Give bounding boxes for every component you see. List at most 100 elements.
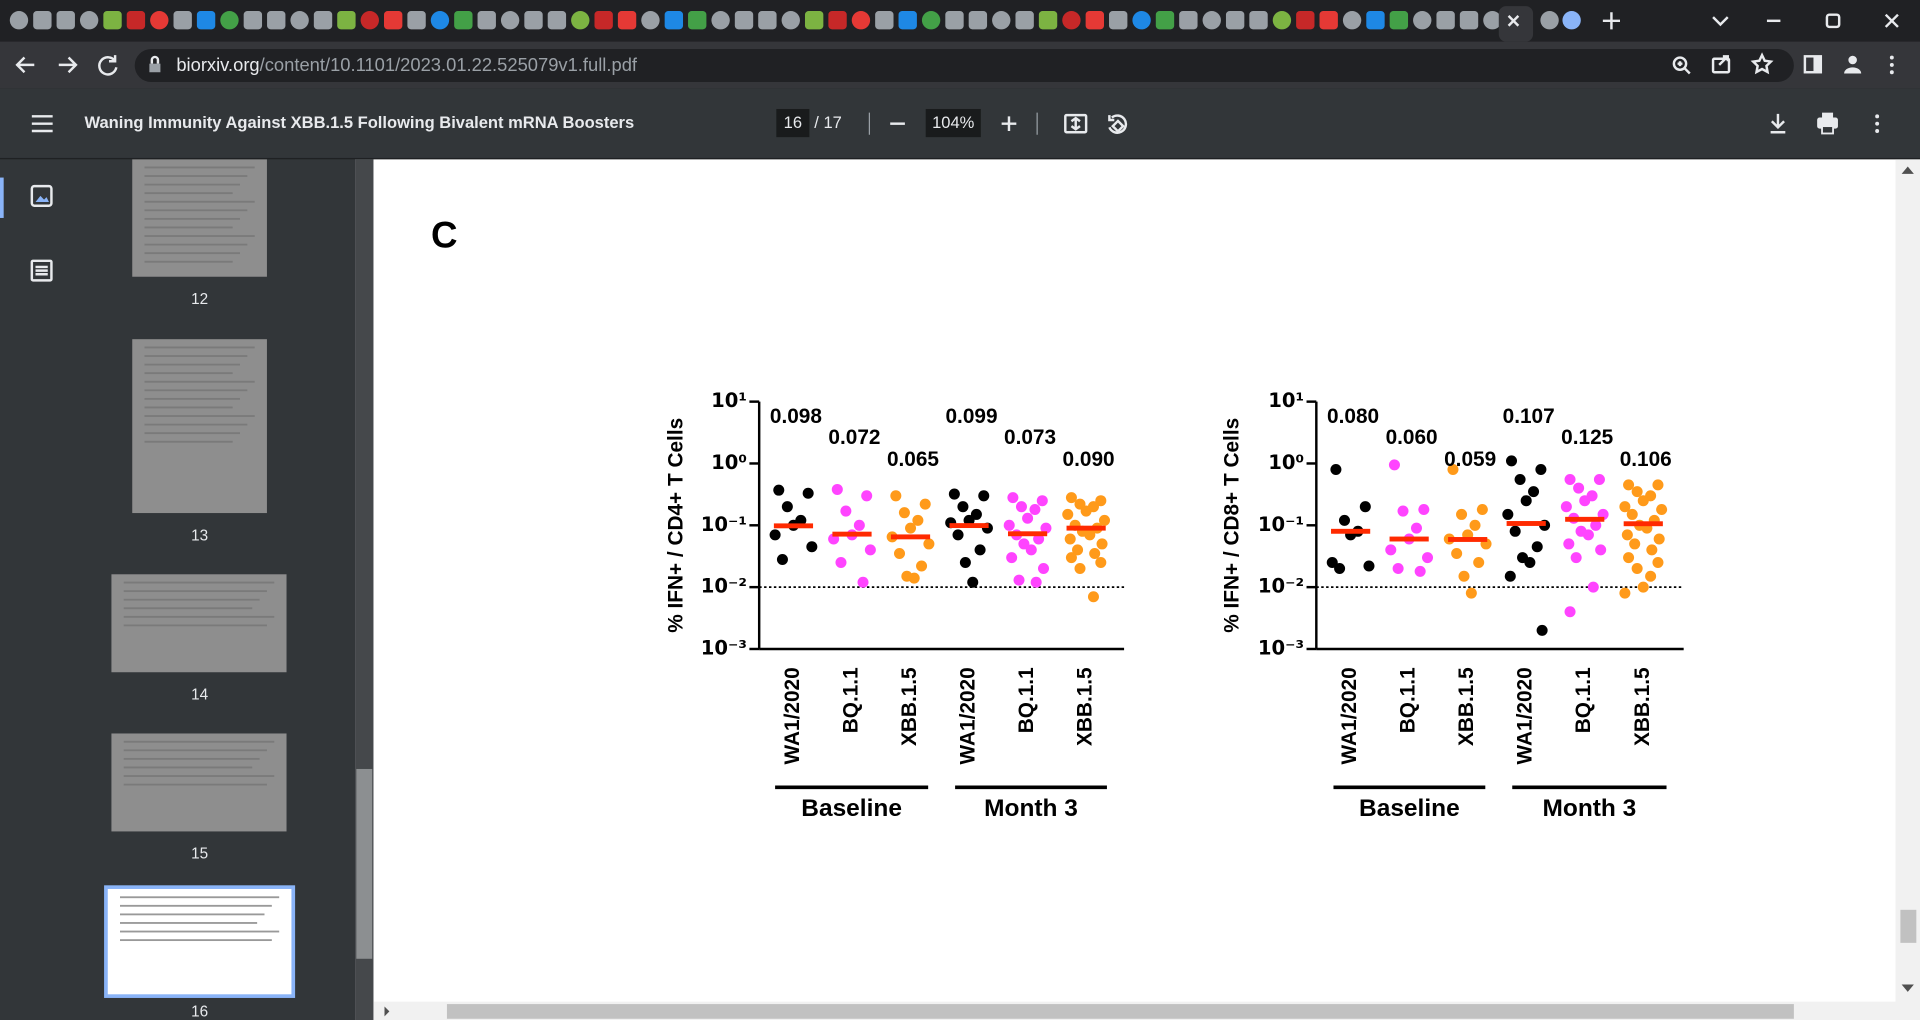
tab-favicon[interactable] [1225,11,1245,30]
tab-favicon[interactable] [79,11,99,30]
tab-favicon[interactable] [571,11,590,30]
tab-favicon[interactable] [1155,11,1175,30]
tab-favicon[interactable] [711,11,730,30]
forward-button[interactable] [58,56,78,74]
new-tab-icon[interactable] [1602,12,1620,30]
tab-favicon[interactable] [875,11,894,30]
thumbnail[interactable] [111,574,287,673]
tab-favicon[interactable] [734,11,754,30]
tab-favicon[interactable] [220,11,239,30]
thumbnail-view-icon[interactable] [30,184,53,207]
tab-favicon[interactable] [851,11,871,30]
tab-favicon[interactable] [56,11,75,30]
tab-favicon[interactable] [430,11,450,30]
tab-favicon[interactable] [524,11,543,30]
data-point [1573,482,1585,494]
tab-favicon[interactable] [968,11,988,30]
tab-favicon[interactable] [1296,11,1315,30]
tab-favicon[interactable] [921,11,941,30]
tab-favicon[interactable] [1562,11,1581,30]
tab-favicon[interactable] [1062,11,1081,30]
tab-favicon[interactable] [384,11,403,30]
tab-favicon[interactable] [360,11,379,30]
tab-favicon[interactable] [1179,11,1198,30]
thumbnail[interactable] [111,733,287,832]
reload-button[interactable] [98,55,118,76]
tab-favicon[interactable] [1366,11,1385,30]
tab-favicon[interactable] [103,11,122,30]
tab-favicon[interactable] [1272,11,1292,30]
tab-favicon[interactable] [898,11,917,30]
tab-favicon[interactable] [9,11,29,30]
tab-favicon[interactable] [150,11,169,30]
tab-favicon[interactable] [1436,11,1455,30]
tab-favicon[interactable] [407,11,426,30]
thumbnail[interactable] [107,888,292,995]
tab-favicon[interactable] [594,11,613,30]
tab-favicon[interactable] [781,11,800,30]
tab-favicon[interactable] [641,11,660,30]
zoom-in-button[interactable] [1001,116,1017,132]
vertical-scroll-thumb[interactable] [1900,909,1917,943]
tab-search-icon[interactable] [1712,16,1729,27]
data-point [1385,544,1397,556]
tab-favicon[interactable] [33,11,52,30]
tab-favicon[interactable] [1202,11,1221,30]
tab-favicon[interactable] [758,11,777,30]
tab-favicon[interactable] [1038,11,1058,30]
tab-favicon[interactable] [477,11,496,30]
close-window-icon[interactable] [1884,13,1899,28]
tab-favicon[interactable] [267,11,286,30]
tab-favicon[interactable] [290,11,309,30]
tab-favicon[interactable] [828,11,847,30]
tab-favicon[interactable] [313,11,333,30]
tab-favicon[interactable] [664,11,684,30]
tab-favicon[interactable] [196,11,216,30]
tab-favicon[interactable] [1389,11,1409,30]
thumbnail[interactable] [132,339,267,514]
current-page[interactable]: 16 [784,113,802,132]
tab-favicon[interactable] [804,11,824,30]
tab-favicon[interactable] [1015,11,1034,30]
median-bar [832,531,872,537]
tab-favicon[interactable] [547,11,567,30]
sidebar-scroll-thumb[interactable] [356,768,373,959]
restore-icon[interactable] [1825,13,1841,29]
tab-favicon[interactable] [1483,11,1502,30]
tab-favicon[interactable] [1249,11,1268,30]
tab-favicon[interactable] [1540,11,1559,30]
tab-favicon[interactable] [1413,11,1432,30]
tab-favicon[interactable] [688,11,707,30]
tab-favicon[interactable] [1459,11,1479,30]
tab-favicon[interactable] [500,11,520,30]
tab-favicon[interactable] [992,11,1011,30]
outline-view-icon[interactable] [30,259,53,282]
tab-favicon[interactable] [1132,11,1151,30]
tab-favicon[interactable] [1342,11,1362,30]
omnibox[interactable] [134,48,1794,83]
tab-favicon[interactable] [337,11,356,30]
tab-favicon[interactable] [1085,11,1104,30]
tab-favicon[interactable] [1319,11,1338,30]
tab-favicon[interactable] [126,11,146,30]
fit-button[interactable] [1064,113,1088,134]
zoom-input[interactable] [925,108,981,138]
tab-favicon[interactable] [945,11,964,30]
browser-actions[interactable] [1803,55,1894,75]
tab-favicon[interactable] [454,11,473,30]
pdf-actions[interactable] [1770,112,1880,135]
tab-favicon[interactable] [173,11,192,30]
thumbnail[interactable] [132,159,267,277]
page-input[interactable] [776,108,810,138]
zoom-level[interactable]: 104% [932,113,975,132]
rotate-button[interactable] [1108,114,1128,134]
tab-favicon[interactable] [243,11,263,30]
tab-favicon[interactable] [617,11,637,30]
menu-button[interactable] [31,115,53,133]
horizontal-scroll-thumb[interactable] [446,1004,1794,1019]
scroll-left-arrow[interactable] [384,1006,390,1017]
tab-close-icon[interactable] [1507,15,1520,27]
back-button[interactable] [15,56,35,74]
omnibox-actions[interactable] [1672,52,1774,75]
tab-favicon[interactable] [1109,11,1128,30]
